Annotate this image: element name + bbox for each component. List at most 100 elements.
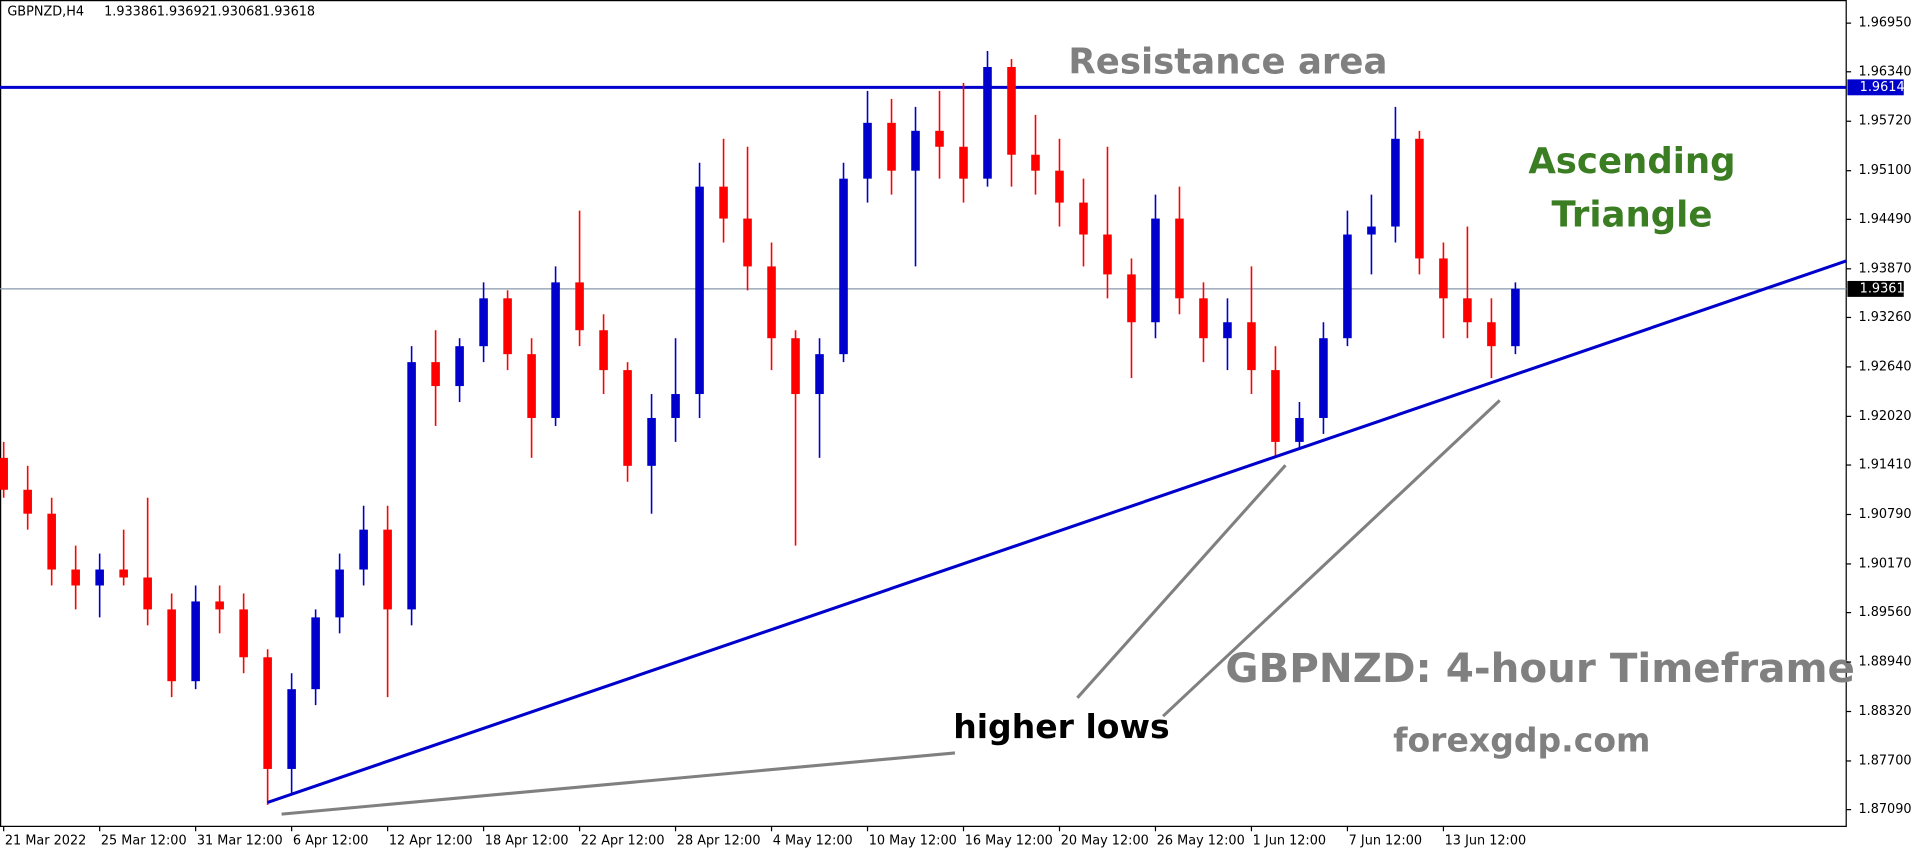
close: 1.93618 (262, 5, 315, 20)
y-tick-label: 1.90170 (1858, 556, 1911, 571)
site-label: forexgdp.com (1393, 720, 1650, 759)
candle-body (1367, 226, 1376, 235)
candle-body (1295, 417, 1304, 442)
x-tick-label: 12 Apr 12:00 (389, 834, 473, 849)
x-tick-label: 22 Apr 12:00 (581, 834, 665, 849)
y-tick-label: 1.96950 (1858, 16, 1911, 31)
candle-body (1391, 138, 1400, 227)
x-tick-label: 7 Jun 12:00 (1349, 834, 1422, 849)
trendline (267, 259, 1848, 804)
candle-body (743, 218, 752, 267)
candle-body (1007, 67, 1016, 155)
y-tick-label: 1.95720 (1858, 114, 1911, 129)
candle-body (671, 394, 680, 418)
candle-body (551, 282, 560, 418)
y-tick-label: 1.87090 (1858, 802, 1911, 817)
candle-body (431, 362, 440, 387)
candle-body (503, 298, 512, 355)
candle-body (1463, 298, 1472, 323)
candle-body (287, 689, 296, 769)
candle-body (1247, 322, 1256, 371)
candle-body (143, 577, 152, 610)
y-tick-label: 1.89560 (1858, 605, 1911, 620)
candle-body (167, 609, 176, 682)
candle-body (47, 513, 56, 570)
lows-label: higher lows (953, 707, 1169, 746)
price-box (1847, 79, 1904, 96)
pattern-label: Ascending (1528, 141, 1735, 182)
y-tick-label: 1.96340 (1858, 64, 1911, 79)
candle-body (311, 617, 320, 690)
high: 1.93692 (157, 5, 210, 20)
candle-body (983, 67, 992, 179)
candle-body (23, 489, 32, 514)
candle-body (95, 569, 104, 586)
candle-body (215, 601, 224, 610)
candle-body (1487, 322, 1496, 347)
pointer-line (1076, 464, 1287, 699)
candle-body (1151, 218, 1160, 323)
y-tick-label: 1.93260 (1858, 310, 1911, 325)
price-box-label: 1.93618 (1860, 281, 1913, 296)
y-tick-label: 1.94490 (1858, 212, 1911, 227)
y-tick-label: 1.92640 (1858, 359, 1911, 374)
candle-body (791, 338, 800, 395)
x-tick-label: 31 Mar 12:00 (197, 834, 283, 849)
x-tick-label: 25 Mar 12:00 (101, 834, 187, 849)
candle-body (1199, 298, 1208, 339)
candle-body (455, 346, 464, 387)
candle-body (863, 122, 872, 179)
candle-body (359, 529, 368, 570)
candle-body (1415, 138, 1424, 259)
pointer-line (281, 751, 956, 816)
x-tick-label: 4 May 12:00 (773, 834, 853, 849)
x-tick-label: 26 May 12:00 (1157, 834, 1245, 849)
candle-body (479, 298, 488, 347)
candle-body (887, 122, 896, 171)
x-tick-label: 21 Mar 2022 (5, 834, 86, 849)
y-tick-label: 1.90790 (1858, 507, 1911, 522)
pattern-label: Triangle (1552, 195, 1713, 236)
candle-body (647, 417, 656, 466)
plot-frame (0, 0, 1847, 827)
y-tick-label: 1.91410 (1858, 458, 1911, 473)
pointers (281, 399, 1501, 816)
candle-body (767, 266, 776, 339)
candle-body (599, 330, 608, 371)
y-tick-label: 1.88320 (1858, 704, 1911, 719)
candle-body (383, 529, 392, 610)
candle-body (935, 130, 944, 147)
price-box-label: 1.96145 (1860, 80, 1913, 95)
candle-body (959, 146, 968, 179)
candle-body (1343, 234, 1352, 339)
candle-body (911, 130, 920, 171)
candle-body (191, 601, 200, 682)
candle-body (695, 186, 704, 395)
candle-body (239, 609, 248, 658)
candle-body (815, 354, 824, 395)
candle-body (71, 569, 80, 586)
candle-body (575, 282, 584, 331)
x-tick-label: 10 May 12:00 (869, 834, 957, 849)
x-tick-label: 16 May 12:00 (965, 834, 1053, 849)
candle-body (1223, 322, 1232, 339)
candle-body (1175, 218, 1184, 299)
candle-body (335, 569, 344, 618)
candle-body (1055, 170, 1064, 203)
candle-body (0, 457, 8, 490)
candle-body (119, 569, 128, 578)
x-tick-label: 13 Jun 12:00 (1445, 834, 1527, 849)
candle-body (1103, 234, 1112, 275)
y-tick-label: 1.92020 (1858, 409, 1911, 424)
candle-body (1511, 288, 1520, 347)
resistance-label: Resistance area (1068, 42, 1387, 83)
y-tick-label: 1.88940 (1858, 655, 1911, 670)
candle-body (623, 370, 632, 466)
x-tick-label: 1 Jun 12:00 (1253, 834, 1326, 849)
y-tick-label: 1.93870 (1858, 261, 1911, 276)
candle-body (1079, 202, 1088, 235)
candle-body (407, 362, 416, 610)
candle-body (1319, 338, 1328, 418)
